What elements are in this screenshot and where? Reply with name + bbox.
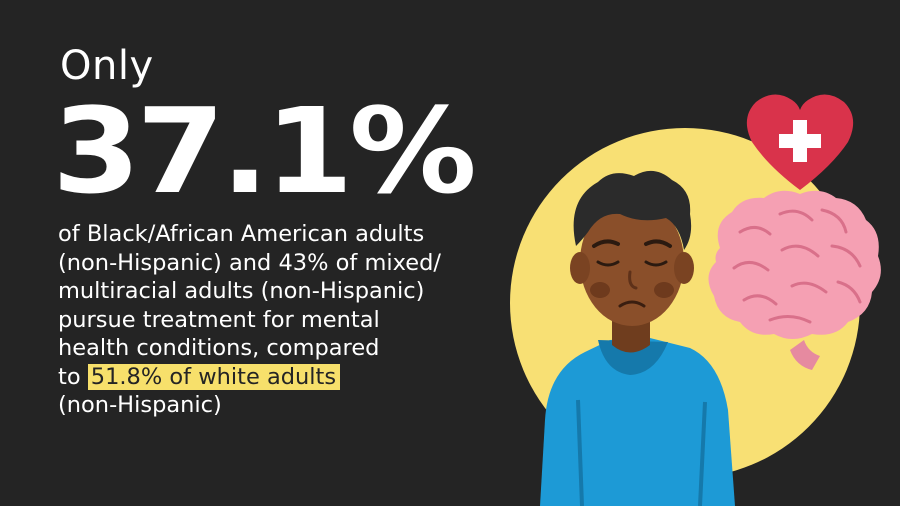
body-line-6-prefix: to (58, 363, 88, 390)
headline-prefix: Only (60, 43, 154, 89)
body-line-1: of Black/African American adults (58, 221, 425, 247)
sad-person-illustration (510, 94, 881, 506)
brain-icon (708, 190, 881, 370)
body-line-6: to 51.8% of white adults (58, 363, 578, 392)
body-line-2: (non-Hispanic) and 43% of mixed/ (58, 249, 441, 276)
body-line-4: pursue treatment for mental (58, 306, 380, 333)
highlighted-comparison: 51.8% of white adults (87, 363, 341, 390)
stat-text-block: Only 37.1% of Black/African American adu… (52, 43, 578, 420)
body-text: of Black/African American adults (non-Hi… (58, 220, 578, 420)
body-line-5: health conditions, compared (58, 335, 380, 361)
hoodie (540, 338, 735, 506)
heart-plus-icon (746, 94, 854, 190)
head (570, 170, 694, 326)
headline-stat: 37.1% (52, 82, 477, 220)
body-line-7: (non-Hispanic) (58, 392, 222, 418)
body-line-3: multiracial adults (non-Hispanic) (58, 278, 425, 304)
